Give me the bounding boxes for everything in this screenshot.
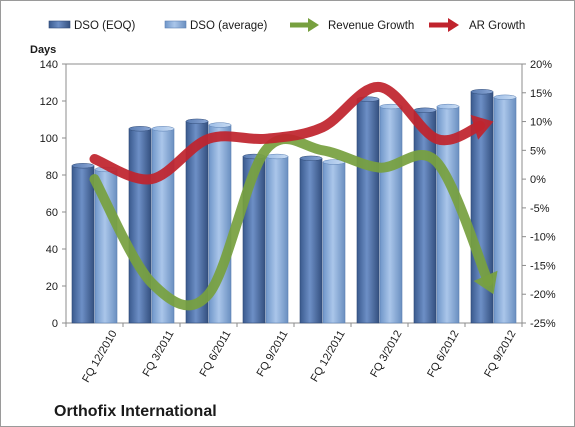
bar-top-dso-average-1 (151, 126, 175, 132)
y-right-tick-label-9: 20% (530, 59, 552, 71)
bar-dso-average-5 (379, 106, 403, 324)
y-axis-title: Days (30, 44, 56, 56)
y-left-tick-label-5: 100 (40, 133, 58, 145)
y-left-tick-label-2: 40 (46, 244, 58, 256)
y-right-tick-label-5: 0% (530, 174, 546, 186)
legend-item-revenue-growth: Revenue Growth (290, 18, 414, 32)
y-right-tick-label-3: -10% (530, 232, 556, 244)
bar-top-dso-average-6 (436, 103, 460, 110)
x-tick-label-0: FQ 12/2010 (80, 329, 119, 385)
bar-top-dso-average-7 (493, 94, 517, 100)
x-tick-label-7: FQ 9/2012 (482, 329, 518, 380)
x-tick-label-1: FQ 3/2011 (141, 329, 177, 379)
y-axis-left: 0 20 40 60 80 100 120 140 (40, 59, 66, 330)
legend-item-dso-eoq: DSO (EOQ) (48, 20, 136, 32)
lines-layer (89, 82, 498, 311)
y-right-tick-label-6: 5% (530, 145, 546, 157)
legend: DSO (EOQ) DSO (average) Revenue Growth A… (48, 18, 525, 32)
y-right-tick-label-8: 15% (530, 88, 552, 100)
bar-top-dso-eoq-7 (470, 89, 494, 95)
arrowhead-ar-growth (470, 114, 494, 140)
y-right-tick-label-0: -25% (530, 318, 556, 330)
bar-dso-eoq-1 (128, 128, 152, 324)
bar-dso-eoq-5 (356, 98, 380, 324)
y-left-tick-label-4: 80 (46, 170, 58, 182)
bar-top-dso-eoq-2 (185, 118, 209, 124)
bar-top-dso-eoq-4 (299, 155, 323, 162)
bar-dso-average-3 (265, 156, 289, 324)
legend-item-ar-growth: AR Growth (429, 18, 525, 32)
x-tick-label-4: FQ 12/2011 (309, 329, 348, 385)
y-right-tick-label-2: -15% (530, 260, 556, 272)
bar-dso-average-7 (493, 97, 517, 324)
x-tick-label-5: FQ 3/2012 (368, 329, 404, 380)
y-left-tick-label-3: 60 (46, 207, 58, 219)
line-ar-growth (89, 82, 486, 185)
bar-dso-eoq-0 (71, 165, 95, 324)
x-tick-label-2: FQ 6/2011 (198, 329, 234, 379)
y-left-tick-label-6: 120 (40, 96, 58, 108)
chart-title: Orthofix International (54, 403, 217, 420)
legend-swatch-dso-average (164, 20, 187, 29)
legend-swatch-dso-eoq (48, 20, 71, 29)
legend-label-revenue-growth: Revenue Growth (328, 20, 414, 32)
y-right-tick-label-1: -20% (530, 289, 556, 301)
bar-top-dso-eoq-6 (413, 107, 437, 113)
x-tick-label-3: FQ 9/2011 (255, 329, 291, 379)
bar-top-dso-average-2 (208, 122, 232, 128)
y-left-tick-label-7: 140 (40, 59, 58, 71)
bar-dso-average-4 (322, 161, 346, 324)
legend-arrow-ar-growth-head (448, 18, 459, 32)
y-axis-right: -25% -20% -15% -10% -5% 0% 5% 10% 15% 20% (522, 59, 556, 330)
bar-top-dso-eoq-1 (128, 126, 152, 132)
arrowhead-revenue-growth (473, 270, 498, 295)
legend-arrow-revenue-growth-head (308, 18, 319, 32)
bar-top-dso-average-3 (265, 153, 289, 160)
legend-label-dso-average: DSO (average) (190, 20, 268, 32)
y-left-tick-label-1: 20 (46, 281, 58, 293)
x-tick-label-6: FQ 6/2012 (425, 329, 461, 380)
y-left-tick-label-0: 0 (52, 318, 58, 330)
legend-item-dso-average: DSO (average) (164, 20, 268, 32)
legend-label-ar-growth: AR Growth (469, 20, 525, 32)
bar-top-dso-eoq-0 (71, 163, 95, 169)
legend-label-dso-eoq: DSO (EOQ) (74, 20, 136, 32)
y-right-tick-label-7: 10% (530, 117, 552, 129)
x-axis: FQ 12/2010 FQ 3/2011 FQ 6/2011 FQ 9/2011 FQ … (65, 323, 523, 385)
bar-dso-eoq-4 (299, 158, 323, 324)
y-right-tick-label-4: -5% (530, 203, 550, 215)
